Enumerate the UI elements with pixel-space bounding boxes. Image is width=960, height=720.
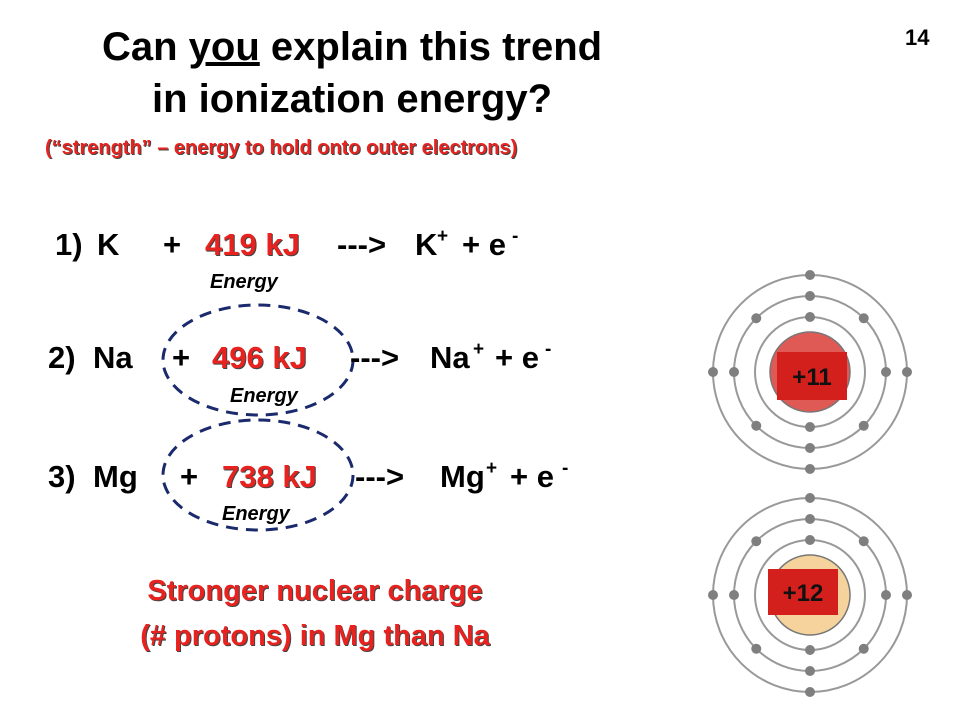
electron xyxy=(708,590,718,600)
product: Mg xyxy=(440,459,485,494)
plus-sign: + xyxy=(172,340,190,375)
electron xyxy=(902,590,912,600)
electron xyxy=(805,270,815,280)
energy-label: Energy xyxy=(230,385,299,407)
energy-value: 419 kJ xyxy=(205,227,300,262)
electron-charge: - xyxy=(545,339,551,360)
electron xyxy=(751,420,762,431)
electron xyxy=(805,514,815,524)
product: K xyxy=(415,227,438,262)
electron: + e xyxy=(495,340,539,375)
reaction-number: 3) xyxy=(48,459,76,494)
electron xyxy=(751,643,762,654)
arrow: ---> xyxy=(350,340,399,375)
electron xyxy=(805,422,815,432)
title-underlined: you xyxy=(189,25,260,69)
ion-charge: + xyxy=(486,458,497,479)
title-part: explain this trend xyxy=(271,25,602,69)
title-line: in ionization energy? xyxy=(152,77,552,121)
arrow: ---> xyxy=(355,459,404,494)
electron xyxy=(881,367,891,377)
electron xyxy=(805,312,815,322)
ion-charge: + xyxy=(473,339,484,360)
electron xyxy=(805,535,815,545)
electron xyxy=(805,687,815,697)
conclusion: (# protons) in Mg than Na xyxy=(140,620,490,652)
electron: + e xyxy=(462,227,506,262)
atom-diagrams: +11 +12 xyxy=(708,270,912,697)
electron xyxy=(751,313,762,324)
electron xyxy=(858,643,869,654)
energy-value: 738 kJ xyxy=(222,459,317,494)
subtitle: (“strength” – energy to hold onto outer … xyxy=(45,137,517,159)
electron xyxy=(805,464,815,474)
electron xyxy=(805,291,815,301)
plus-sign: + xyxy=(163,227,181,262)
electron xyxy=(858,420,869,431)
electron xyxy=(708,367,718,377)
reactant: Na xyxy=(93,340,133,375)
electron xyxy=(729,590,739,600)
electron xyxy=(729,367,739,377)
electron xyxy=(858,536,869,547)
page-number: 14 xyxy=(905,25,930,50)
charge-box xyxy=(768,569,838,615)
highlight-ellipse xyxy=(161,303,355,417)
electron xyxy=(805,493,815,503)
nuclear-charge: +12 xyxy=(783,580,824,607)
energy-label: Energy xyxy=(222,503,291,525)
reaction-number: 2) xyxy=(48,340,76,375)
electron-charge: - xyxy=(562,458,568,479)
arrow: ---> xyxy=(337,227,386,262)
electron: + e xyxy=(510,459,554,494)
plus-sign: + xyxy=(180,459,198,494)
title-part: Can xyxy=(102,25,178,69)
reactant: K xyxy=(97,227,120,262)
ion-charge: + xyxy=(437,226,448,247)
electron xyxy=(805,666,815,676)
energy-value: 496 kJ xyxy=(212,340,307,375)
reaction-number: 1) xyxy=(55,227,83,262)
electron-charge: - xyxy=(512,226,518,247)
electron xyxy=(858,313,869,324)
reactant: Mg xyxy=(93,459,138,494)
product: Na xyxy=(430,340,470,375)
charge-box xyxy=(777,352,847,400)
electron xyxy=(902,367,912,377)
conclusion: Stronger nuclear charge xyxy=(147,575,482,607)
nuclear-charge: +11 xyxy=(792,364,831,391)
electron xyxy=(751,536,762,547)
title: Can you explain this trend xyxy=(102,25,602,69)
electron xyxy=(805,443,815,453)
energy-label: Energy xyxy=(210,271,279,293)
electron xyxy=(805,645,815,655)
highlight-ellipse xyxy=(161,418,355,532)
electron xyxy=(881,590,891,600)
